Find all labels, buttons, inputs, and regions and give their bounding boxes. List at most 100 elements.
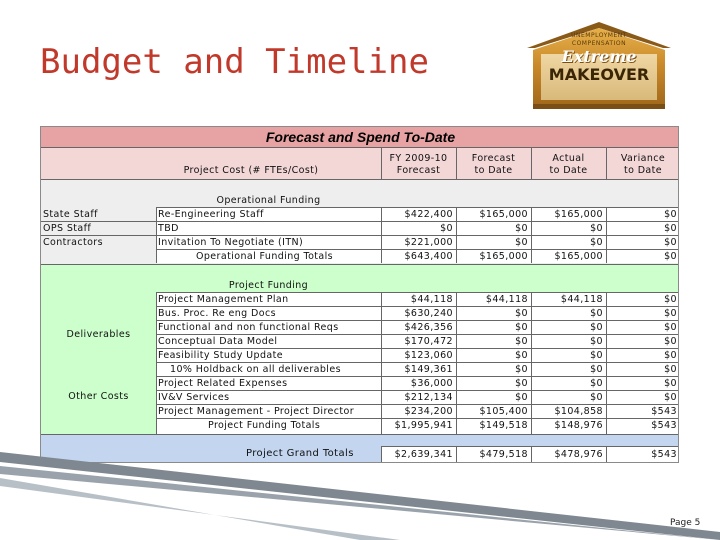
other-costs-label: Other Costs <box>68 391 129 402</box>
grid-line <box>41 179 678 180</box>
grid-line <box>156 404 678 405</box>
project-row-variance: $0 <box>664 392 677 403</box>
project-row-forecast: $0 <box>515 336 528 347</box>
slide-title: Budget and Timeline <box>40 42 429 82</box>
project-row-actual: $44,118 <box>560 294 603 305</box>
logo-line3: Extreme <box>561 47 637 66</box>
operational-row-category: State Staff <box>43 209 98 220</box>
grid-line <box>531 446 532 462</box>
grid-line <box>381 446 382 462</box>
header-forecast-line2: to Date <box>474 165 513 176</box>
project-row-forecast: $0 <box>515 378 528 389</box>
operational-row-item: TBD <box>158 223 179 234</box>
grid-line <box>156 334 678 335</box>
project-row-actual: $0 <box>590 378 603 389</box>
project-row-item: Conceptual Data Model <box>158 336 278 347</box>
grid-line <box>41 147 678 148</box>
project-heading: Project Funding <box>228 280 309 291</box>
grid-line <box>531 147 532 179</box>
logo-line2: COMPENSATION <box>571 40 627 47</box>
project-row-fy: $44,118 <box>410 294 453 305</box>
project-row-variance: $0 <box>664 308 677 319</box>
project-row-fy: $426,356 <box>404 322 453 333</box>
operational-row-variance: $0 <box>664 209 677 220</box>
header-fy-line1: FY 2009-10 <box>389 153 448 164</box>
header-actual-line2: to Date <box>549 165 588 176</box>
deliverables-label: Deliverables <box>66 329 131 340</box>
grid-line <box>156 292 157 434</box>
project-row-fy: $212,134 <box>404 392 453 403</box>
project-row-fy: $170,472 <box>404 336 453 347</box>
project-row-fy: $149,361 <box>404 364 453 375</box>
budget-table: Forecast and Spend To-Date Project Cost … <box>40 126 679 463</box>
project-row-variance: $0 <box>664 294 677 305</box>
project-row-actual: $0 <box>590 308 603 319</box>
grid-line <box>156 207 678 208</box>
operational-row-actual: $0 <box>590 223 603 234</box>
project-row-fy: $630,240 <box>404 308 453 319</box>
grid-line <box>531 207 532 263</box>
project-row-item: Project Related Expenses <box>158 378 288 389</box>
grid-line <box>606 147 607 179</box>
project-row-actual: $0 <box>590 350 603 361</box>
grid-line <box>456 207 457 263</box>
project-row-forecast: $0 <box>515 308 528 319</box>
project-row-fy: $123,060 <box>404 350 453 361</box>
operational-row-category: Contractors <box>43 237 103 248</box>
project-row-forecast: $0 <box>515 322 528 333</box>
grid-line <box>606 207 607 263</box>
grid-line <box>381 207 382 263</box>
grid-line <box>606 292 607 434</box>
project-row-actual: $104,858 <box>554 406 603 417</box>
project-row-forecast: $0 <box>515 364 528 375</box>
operational-row-item: Invitation To Negotiate (ITN) <box>158 237 304 248</box>
grand-total-actual: $478,976 <box>554 449 603 460</box>
grid-line <box>531 292 532 434</box>
operational-heading: Operational Funding <box>216 195 321 206</box>
operational-row-category: OPS Staff <box>43 223 92 234</box>
project-row-variance: $0 <box>664 350 677 361</box>
project-row-item: Bus. Proc. Re eng Docs <box>158 308 276 319</box>
table-caption: Forecast and Spend To-Date <box>265 129 456 145</box>
project-total-fy: $1,995,941 <box>394 420 453 431</box>
project-row-actual: $0 <box>590 392 603 403</box>
header-project-cost: Project Cost (# FTEs/Cost) <box>183 165 319 176</box>
grid-line <box>156 390 678 391</box>
operational-row-variance: $0 <box>664 223 677 234</box>
grand-data-area <box>381 446 678 462</box>
project-row-item: Functional and non functional Reqs <box>158 322 339 333</box>
operational-row-fy: $422,400 <box>404 209 453 220</box>
project-row-fy: $36,000 <box>410 378 453 389</box>
project-row-forecast: $0 <box>515 392 528 403</box>
grid-line <box>156 348 678 349</box>
grand-total-forecast: $479,518 <box>479 449 528 460</box>
grid-line <box>156 362 678 363</box>
header-band <box>41 147 678 179</box>
project-row-actual: $0 <box>590 364 603 375</box>
project-row-forecast: $0 <box>515 350 528 361</box>
grid-line <box>41 235 156 236</box>
operational-row-forecast: $0 <box>515 237 528 248</box>
operational-total-forecast: $165,000 <box>479 251 528 262</box>
project-row-item: IV&V Services <box>158 392 230 403</box>
grid-line <box>456 446 457 462</box>
logo-line4: MAKEOVER <box>548 65 650 84</box>
operational-row-actual: $0 <box>590 237 603 248</box>
operational-row-fy: $0 <box>440 223 453 234</box>
grid-line <box>156 306 678 307</box>
project-row-variance: $0 <box>664 364 677 375</box>
project-data-area <box>156 292 678 434</box>
operational-row-item: Re-Engineering Staff <box>158 209 264 220</box>
project-row-variance: $0 <box>664 336 677 347</box>
operational-row-fy: $221,000 <box>404 237 453 248</box>
grid-line <box>41 264 678 265</box>
header-variance-line2: to Date <box>623 165 663 176</box>
project-row-variance: $0 <box>664 378 677 389</box>
project-row-fy: $234,200 <box>404 406 453 417</box>
project-total-actual: $148,976 <box>554 420 603 431</box>
decorative-stripes <box>0 452 720 540</box>
project-row-actual: $0 <box>590 336 603 347</box>
grid-line <box>41 434 678 435</box>
project-row-actual: $0 <box>590 322 603 333</box>
grid-line <box>456 292 457 434</box>
